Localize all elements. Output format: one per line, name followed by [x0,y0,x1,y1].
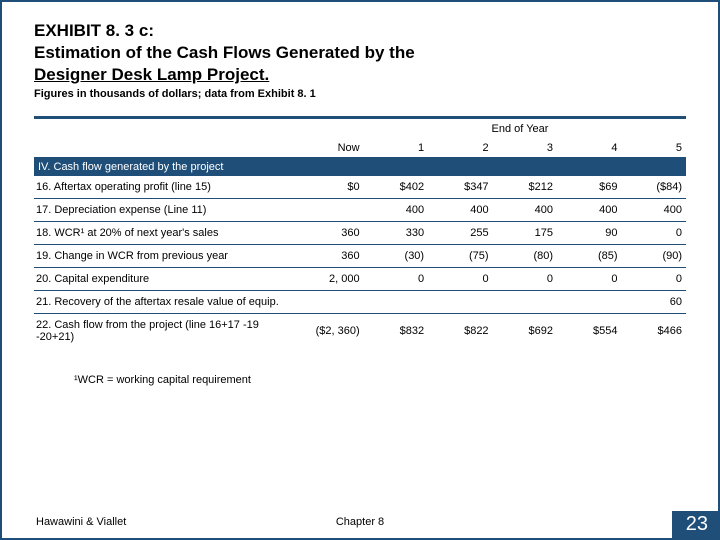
end-of-year-label: End of Year [354,123,686,135]
cell: $0 [289,176,364,199]
row-label: 18. WCR¹ at 20% of next year's sales [34,222,289,245]
cell: $347 [428,176,492,199]
row-label: 17. Depreciation expense (Line 11) [34,199,289,222]
col-now: Now [289,137,364,158]
table-row: 17. Depreciation expense (Line 11) 400 4… [34,199,686,222]
cell: 60 [622,291,687,314]
cell: 360 [289,222,364,245]
cell: (90) [622,245,687,268]
cell: 400 [622,199,687,222]
cashflow-table: Now 1 2 3 4 5 IV. Cash flow generated by… [34,137,686,348]
cell: 0 [428,268,492,291]
cell [364,291,428,314]
cell: $466 [622,314,687,349]
cell: $692 [493,314,557,349]
cell [289,199,364,222]
table-header-row: Now 1 2 3 4 5 [34,137,686,158]
cell: (85) [557,245,621,268]
cell [428,291,492,314]
cell: 360 [289,245,364,268]
title-line-2: Estimation of the Cash Flows Generated b… [34,43,415,62]
footer: Hawawini & Viallet Chapter 8 23 [2,510,718,538]
cell: 400 [493,199,557,222]
title-line-3: Designer Desk Lamp Project. [34,65,269,84]
cell: 90 [557,222,621,245]
cell: $554 [557,314,621,349]
footer-chapter: Chapter 8 [336,516,384,528]
footer-author: Hawawini & Viallet [36,516,126,528]
table-row: 21. Recovery of the aftertax resale valu… [34,291,686,314]
cell: 175 [493,222,557,245]
col-2: 2 [428,137,492,158]
exhibit-title: EXHIBIT 8. 3 c: Estimation of the Cash F… [34,20,686,86]
row-label: 19. Change in WCR from previous year [34,245,289,268]
cell: 400 [557,199,621,222]
row-label: 22. Cash flow from the project (line 16+… [34,314,289,349]
col-4: 4 [557,137,621,158]
cell: $832 [364,314,428,349]
table-row: 18. WCR¹ at 20% of next year's sales 360… [34,222,686,245]
cell [557,291,621,314]
section-header: IV. Cash flow generated by the project [34,158,686,177]
table-row: 16. Aftertax operating profit (line 15) … [34,176,686,199]
col-1: 1 [364,137,428,158]
col-3: 3 [493,137,557,158]
cell: $69 [557,176,621,199]
cell: $822 [428,314,492,349]
cell: 0 [622,268,687,291]
row-label: 21. Recovery of the aftertax resale valu… [34,291,289,314]
row-label: 16. Aftertax operating profit (line 15) [34,176,289,199]
title-line-1: EXHIBIT 8. 3 c: [34,21,154,40]
footnote: ¹WCR = working capital requirement [74,374,686,386]
cell [289,291,364,314]
cell [493,291,557,314]
cell: 0 [622,222,687,245]
divider-top [34,116,686,119]
cell: 0 [493,268,557,291]
cell: $212 [493,176,557,199]
section-header-row: IV. Cash flow generated by the project [34,158,686,177]
header-blank [34,137,289,158]
footer-page-number: 23 [672,511,718,538]
table-row: 20. Capital expenditure 2, 000 0 0 0 0 0 [34,268,686,291]
cell: 0 [364,268,428,291]
cell: 400 [428,199,492,222]
cell: 255 [428,222,492,245]
exhibit-subtitle: Figures in thousands of dollars; data fr… [34,88,686,100]
cell: (80) [493,245,557,268]
cell: ($84) [622,176,687,199]
cell: 2, 000 [289,268,364,291]
cell: (75) [428,245,492,268]
cell: $402 [364,176,428,199]
cell: 400 [364,199,428,222]
cell: (30) [364,245,428,268]
cell: 0 [557,268,621,291]
cell: ($2, 360) [289,314,364,349]
table-row: 19. Change in WCR from previous year 360… [34,245,686,268]
table-row: 22. Cash flow from the project (line 16+… [34,314,686,349]
col-5: 5 [622,137,687,158]
row-label: 20. Capital expenditure [34,268,289,291]
cell: 330 [364,222,428,245]
